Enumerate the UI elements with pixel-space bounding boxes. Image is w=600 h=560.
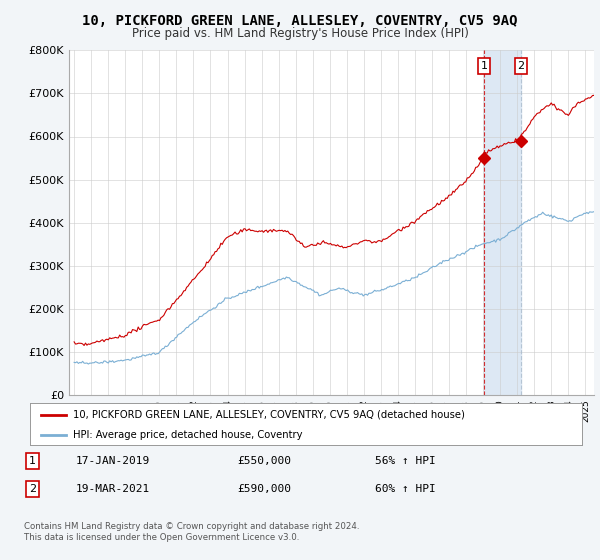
Text: 2: 2 bbox=[517, 60, 524, 71]
Text: 60% ↑ HPI: 60% ↑ HPI bbox=[375, 484, 436, 494]
Text: 10, PICKFORD GREEN LANE, ALLESLEY, COVENTRY, CV5 9AQ: 10, PICKFORD GREEN LANE, ALLESLEY, COVEN… bbox=[82, 14, 518, 28]
Text: 56% ↑ HPI: 56% ↑ HPI bbox=[375, 456, 436, 466]
Text: This data is licensed under the Open Government Licence v3.0.: This data is licensed under the Open Gov… bbox=[24, 533, 299, 542]
Text: 19-MAR-2021: 19-MAR-2021 bbox=[76, 484, 150, 494]
Text: 17-JAN-2019: 17-JAN-2019 bbox=[76, 456, 150, 466]
Text: 2: 2 bbox=[29, 484, 36, 494]
Bar bbox=[484, 50, 521, 395]
Text: 1: 1 bbox=[481, 60, 487, 71]
Text: Contains HM Land Registry data © Crown copyright and database right 2024.: Contains HM Land Registry data © Crown c… bbox=[24, 522, 359, 531]
Text: 1: 1 bbox=[29, 456, 36, 466]
Text: Price paid vs. HM Land Registry's House Price Index (HPI): Price paid vs. HM Land Registry's House … bbox=[131, 27, 469, 40]
Text: £590,000: £590,000 bbox=[237, 484, 291, 494]
Text: 10, PICKFORD GREEN LANE, ALLESLEY, COVENTRY, CV5 9AQ (detached house): 10, PICKFORD GREEN LANE, ALLESLEY, COVEN… bbox=[73, 409, 465, 419]
Text: £550,000: £550,000 bbox=[237, 456, 291, 466]
Text: HPI: Average price, detached house, Coventry: HPI: Average price, detached house, Cove… bbox=[73, 430, 302, 440]
